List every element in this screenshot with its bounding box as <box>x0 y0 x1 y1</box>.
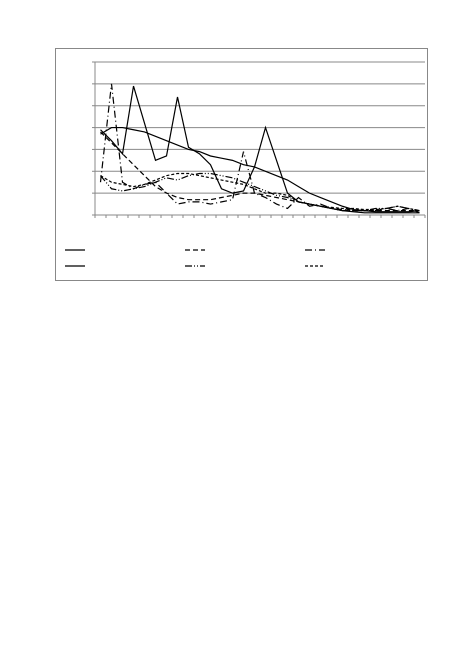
series-line <box>100 172 420 212</box>
series-line <box>100 85 420 214</box>
series-line <box>100 131 420 212</box>
series-line <box>100 172 420 212</box>
series-line <box>100 126 420 213</box>
